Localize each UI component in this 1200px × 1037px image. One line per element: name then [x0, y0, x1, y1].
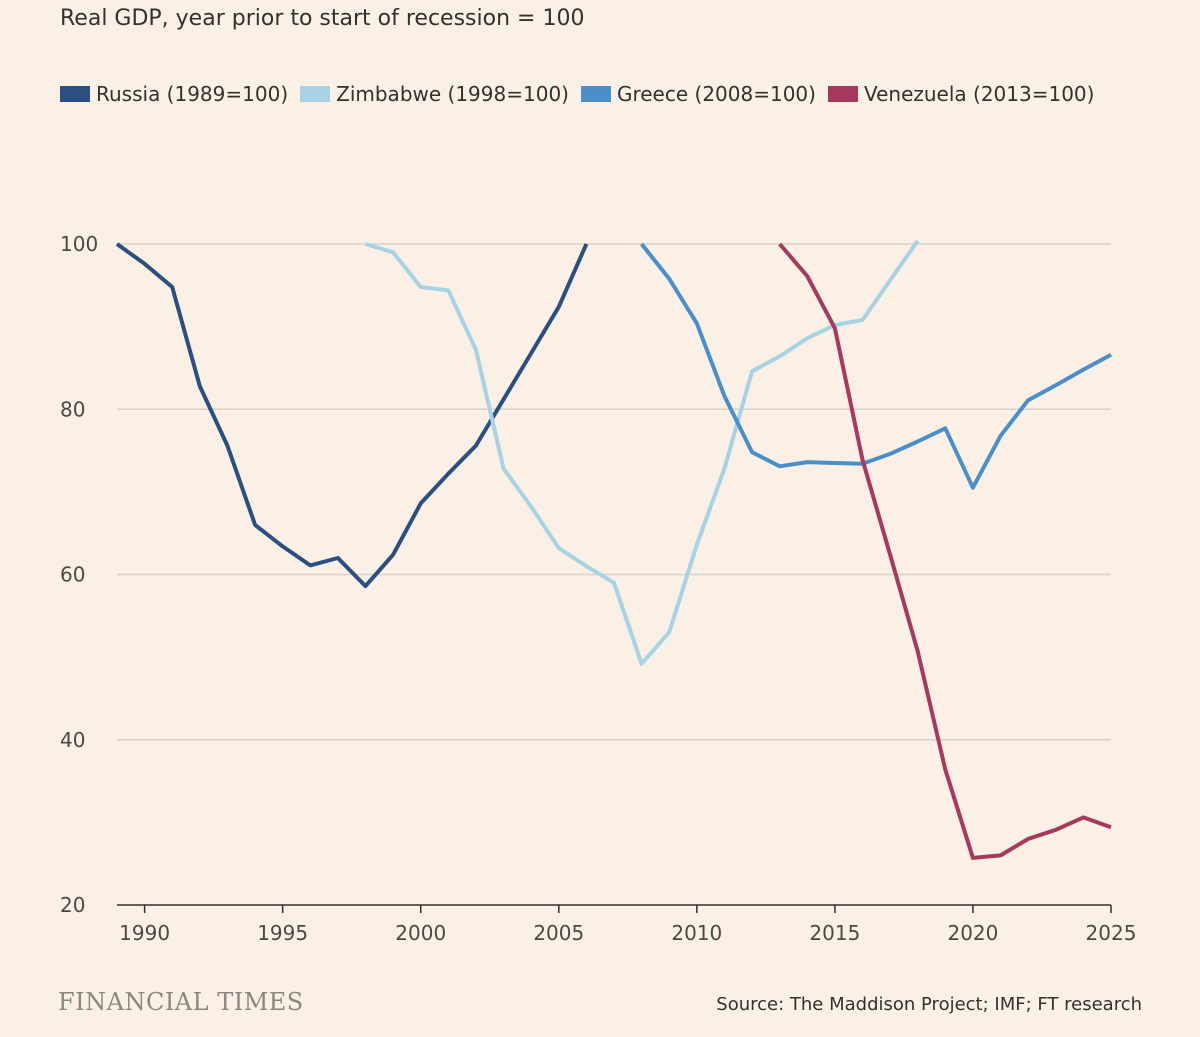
series-line-zimbabwe: [364, 239, 920, 666]
series-line-greece: [640, 242, 1112, 490]
y-tick-label-20: 20: [60, 893, 85, 917]
legend-swatch-zimbabwe: [300, 86, 331, 102]
y-axis-ticks: 20 40 60 80 100: [60, 232, 98, 917]
legend-item-zimbabwe: Zimbabwe (1998=100): [300, 82, 569, 106]
legend-label-russia: Russia (1989=100): [96, 82, 289, 106]
x-tick-label-2010: 2010: [671, 921, 722, 945]
legend-item-venezuela: Venezuela (2013=100): [827, 82, 1095, 106]
financial-times-logo: FINANCIAL TIMES: [58, 988, 304, 1016]
x-tick-label-2015: 2015: [809, 921, 860, 945]
x-tick-label-1995: 1995: [257, 921, 308, 945]
x-tick-label-1990: 1990: [119, 921, 170, 945]
x-tick-label-2020: 2020: [947, 921, 998, 945]
legend-swatch-greece: [580, 86, 611, 102]
chart-subtitle: Real GDP, year prior to start of recessi…: [60, 6, 585, 31]
y-tick-label-100: 100: [60, 232, 98, 256]
x-tick-label-2025: 2025: [1086, 921, 1137, 945]
source-note: Source: The Maddison Project; IMF; FT re…: [716, 994, 1142, 1015]
series-line-russia: [115, 242, 589, 589]
legend-label-greece: Greece (2008=100): [616, 82, 816, 106]
series-line-venezuela: [778, 242, 1112, 860]
y-tick-label-80: 80: [60, 397, 85, 421]
legend-item-russia: Russia (1989=100): [60, 82, 288, 106]
legend-label-zimbabwe: Zimbabwe (1998=100): [336, 82, 569, 106]
gridlines: [117, 243, 1111, 741]
y-tick-label-60: 60: [60, 563, 85, 587]
chart-legend: Russia (1989=100) Zimbabwe (1998=100) Gr…: [60, 82, 1106, 106]
series-lines: [115, 239, 1112, 860]
legend-swatch-russia: [60, 86, 90, 102]
x-tick-label-2005: 2005: [533, 921, 584, 945]
x-tick-label-2000: 2000: [395, 921, 446, 945]
legend-swatch-venezuela: [827, 86, 858, 102]
legend-label-venezuela: Venezuela (2013=100): [863, 82, 1095, 106]
legend-item-greece: Greece (2008=100): [580, 82, 816, 106]
x-axis: 1990 1995 2000 2005 2010 2015 2020 2025: [117, 904, 1137, 945]
y-tick-label-40: 40: [60, 728, 85, 752]
